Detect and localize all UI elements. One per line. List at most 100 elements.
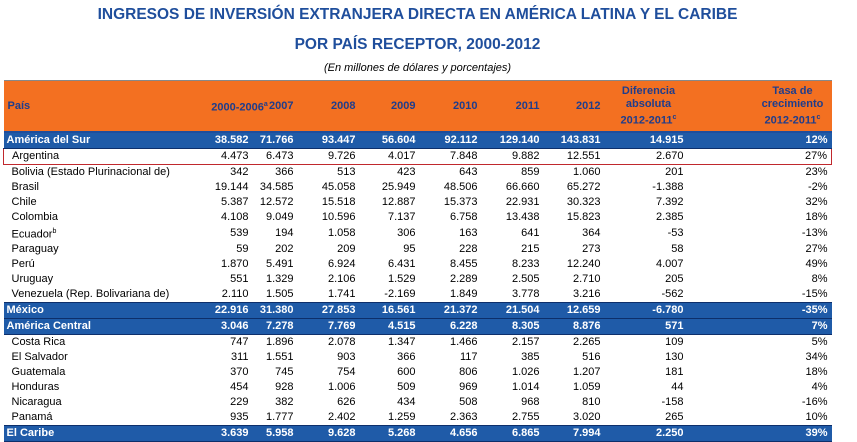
value-cell: 513 [298, 165, 360, 181]
value: 10% [805, 410, 828, 423]
value: 117 [459, 350, 478, 363]
value: 9.726 [327, 150, 356, 162]
value: 2.363 [449, 410, 478, 423]
country-row: Colombia 4.108 9.049 10.596 7.137 6.758 13.438… [4, 210, 832, 225]
value: 39% [805, 426, 828, 439]
value-cell: 22.931 [482, 195, 544, 210]
value: -6.780 [652, 303, 684, 316]
region-row: América Central 3.046 7.278 7.769 4.515 6.228… [3, 317, 832, 335]
value-cell: 10.596 [298, 210, 360, 225]
value-cell: 1.505 [253, 287, 298, 303]
value-cell: 228 [420, 242, 482, 257]
title: POR PAÍS RECEPTOR, 2000-2012 [294, 36, 541, 53]
value-cell: 859 [482, 165, 544, 181]
value: 6.758 [449, 211, 478, 223]
value: 1.870 [220, 257, 249, 270]
country-row: Brasil 19.144 34.585 45.058 25.949 48.506 66.6… [4, 180, 832, 195]
value-cell: 6.758 [420, 210, 482, 225]
value: 626 [337, 395, 356, 408]
country-row: Bolivia (Estado Plurinacional de) 342 366 5… [4, 165, 832, 181]
value-cell: -6.780 [604, 301, 688, 319]
header-cell: 2000-2006a [200, 80, 268, 133]
value-cell: 2.157 [482, 334, 544, 350]
value: 8% [811, 272, 828, 285]
value: -1.388 [652, 181, 684, 193]
value-cell: 273 [544, 242, 605, 257]
value-cell: 12.887 [360, 195, 420, 210]
value: 25.949 [381, 181, 416, 193]
value: 6.865 [511, 426, 540, 439]
value: 38.582 [214, 134, 249, 146]
value: 228 [459, 242, 478, 255]
value: 385 [521, 350, 540, 363]
value-cell: 2.250 [604, 424, 688, 442]
value-cell: 385 [482, 350, 544, 365]
value: -16% [801, 395, 828, 408]
value: 754 [337, 365, 356, 378]
value: 4.017 [387, 150, 416, 162]
value-cell: 95 [360, 242, 420, 257]
value-cell: -1.388 [605, 180, 688, 195]
country-row: Panamá 935 1.777 2.402 1.259 2.363 2.755 3.020 2… [4, 410, 832, 426]
table-body: América del Sur 38.582 71.766 93.447 56.604 9… [3, 131, 832, 442]
row-label: Costa Rica [11, 335, 66, 348]
row-name: Ecuadorb [4, 225, 201, 242]
value-cell: 8.305 [481, 317, 544, 335]
value: 8.233 [511, 257, 540, 270]
value: 34% [805, 350, 828, 363]
value-cell: -2.169 [360, 287, 420, 303]
value: 58 [671, 242, 684, 255]
row-label: Guatemala [11, 365, 66, 378]
value: 454 [230, 380, 249, 393]
value: 93.447 [321, 134, 356, 146]
header-cell: 2011 [481, 80, 544, 133]
value: 12.551 [566, 150, 601, 162]
value-cell: 25.949 [360, 180, 420, 195]
row-label: Venezuela (Rep. Bolivariana de) [11, 287, 170, 300]
value-cell: 2.289 [420, 272, 482, 287]
value-cell: 5.387 [201, 195, 253, 210]
value-cell: 39% [687, 424, 832, 442]
header-text: 2008 [302, 99, 356, 113]
value: 571 [665, 319, 684, 332]
value-cell: 23% [688, 165, 832, 181]
row-name: Panamá [4, 410, 201, 426]
value-cell: 2.110 [201, 287, 253, 303]
value-cell: 5.958 [252, 424, 298, 442]
value-cell: 10% [688, 410, 832, 426]
value: 15.823 [566, 211, 601, 223]
value: 16.561 [381, 303, 416, 316]
value: 810 [582, 395, 601, 408]
value-cell: 454 [201, 380, 253, 395]
value: 370 [230, 365, 249, 378]
value-cell: 366 [360, 350, 420, 365]
value: 935 [230, 410, 249, 423]
value: 2.078 [327, 335, 356, 348]
header-cell: País [3, 80, 201, 133]
header-label: 2008 [331, 99, 356, 112]
value-cell: 516 [544, 350, 605, 365]
row-name: Guatemala [4, 365, 201, 380]
value-cell: 58 [605, 242, 688, 257]
value-cell: 4.515 [359, 317, 420, 335]
value: -13% [801, 226, 828, 239]
value-cell: 5.491 [253, 257, 298, 272]
value: 745 [275, 365, 294, 378]
value: 3.020 [572, 410, 601, 423]
row-label: México [6, 303, 44, 316]
value: 181 [665, 365, 684, 378]
country-row: Venezuela (Rep. Bolivariana de) 2.110 1.50… [4, 287, 832, 303]
value-cell: 903 [298, 350, 360, 365]
value-cell: 8.233 [482, 257, 544, 272]
value: 5% [811, 335, 828, 348]
value-cell: 201 [605, 165, 688, 181]
value-cell: 202 [253, 242, 298, 257]
value: 364 [582, 226, 601, 239]
value-cell: 571 [604, 317, 688, 335]
row-name: Costa Rica [4, 334, 201, 350]
value-cell: 7.392 [605, 195, 688, 210]
value-cell: 7.137 [360, 210, 420, 225]
value-cell: 265 [605, 410, 688, 426]
value-cell: -53 [605, 225, 688, 242]
title: INGRESOS DE INVERSIÓN EXTRANJERA DIRECTA… [97, 6, 738, 23]
